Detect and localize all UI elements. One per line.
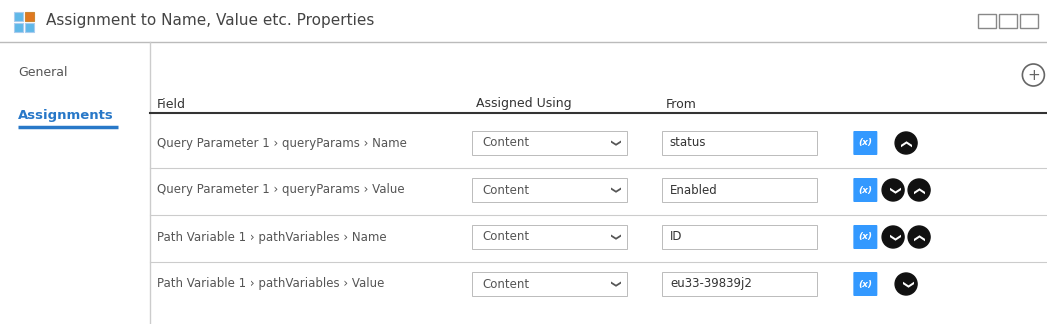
Text: Assignments: Assignments bbox=[18, 109, 114, 122]
FancyBboxPatch shape bbox=[853, 178, 877, 202]
Circle shape bbox=[882, 179, 905, 201]
Circle shape bbox=[908, 179, 930, 201]
Circle shape bbox=[895, 273, 917, 295]
Text: ❯: ❯ bbox=[900, 280, 912, 290]
Text: ❯: ❯ bbox=[608, 280, 619, 288]
Text: ❯: ❯ bbox=[914, 184, 925, 194]
FancyBboxPatch shape bbox=[662, 178, 817, 202]
Text: Content: Content bbox=[483, 136, 530, 149]
Text: ❯: ❯ bbox=[888, 186, 898, 196]
Text: Path Variable 1 › pathVariables › Value: Path Variable 1 › pathVariables › Value bbox=[157, 277, 384, 291]
FancyBboxPatch shape bbox=[853, 272, 877, 296]
Text: ❯: ❯ bbox=[608, 139, 619, 147]
Text: ❯: ❯ bbox=[608, 233, 619, 241]
FancyBboxPatch shape bbox=[14, 12, 23, 21]
Text: (x): (x) bbox=[859, 138, 872, 147]
FancyBboxPatch shape bbox=[662, 131, 817, 155]
Text: Path Variable 1 › pathVariables › Name: Path Variable 1 › pathVariables › Name bbox=[157, 230, 386, 244]
FancyBboxPatch shape bbox=[25, 12, 34, 21]
FancyBboxPatch shape bbox=[472, 131, 627, 155]
Text: Assignment to Name, Value etc. Properties: Assignment to Name, Value etc. Propertie… bbox=[46, 14, 375, 29]
Text: Enabled: Enabled bbox=[670, 183, 717, 196]
Text: (x): (x) bbox=[859, 233, 872, 241]
FancyBboxPatch shape bbox=[662, 272, 817, 296]
Text: General: General bbox=[18, 65, 67, 78]
Text: From: From bbox=[666, 98, 696, 110]
Text: +: + bbox=[1027, 67, 1040, 83]
FancyBboxPatch shape bbox=[662, 225, 817, 249]
Text: eu33-39839j2: eu33-39839j2 bbox=[670, 277, 752, 291]
Circle shape bbox=[882, 226, 905, 248]
Text: Content: Content bbox=[483, 183, 530, 196]
Text: ❯: ❯ bbox=[914, 231, 925, 241]
FancyBboxPatch shape bbox=[472, 178, 627, 202]
Circle shape bbox=[908, 226, 930, 248]
Text: ID: ID bbox=[670, 230, 683, 244]
FancyBboxPatch shape bbox=[14, 23, 23, 32]
FancyBboxPatch shape bbox=[472, 225, 627, 249]
Text: (x): (x) bbox=[859, 280, 872, 288]
Text: ❯: ❯ bbox=[608, 186, 619, 194]
Text: ❯: ❯ bbox=[888, 233, 898, 243]
FancyBboxPatch shape bbox=[472, 272, 627, 296]
Circle shape bbox=[895, 132, 917, 154]
Text: Content: Content bbox=[483, 230, 530, 244]
Text: Query Parameter 1 › queryParams › Name: Query Parameter 1 › queryParams › Name bbox=[157, 136, 407, 149]
Text: Query Parameter 1 › queryParams › Value: Query Parameter 1 › queryParams › Value bbox=[157, 183, 405, 196]
Text: status: status bbox=[670, 136, 707, 149]
Text: (x): (x) bbox=[859, 186, 872, 194]
FancyBboxPatch shape bbox=[853, 131, 877, 155]
Text: Content: Content bbox=[483, 277, 530, 291]
FancyBboxPatch shape bbox=[25, 23, 34, 32]
FancyBboxPatch shape bbox=[853, 225, 877, 249]
Text: ❯: ❯ bbox=[900, 137, 912, 147]
Text: Field: Field bbox=[157, 98, 186, 110]
Text: Assigned Using: Assigned Using bbox=[476, 98, 572, 110]
